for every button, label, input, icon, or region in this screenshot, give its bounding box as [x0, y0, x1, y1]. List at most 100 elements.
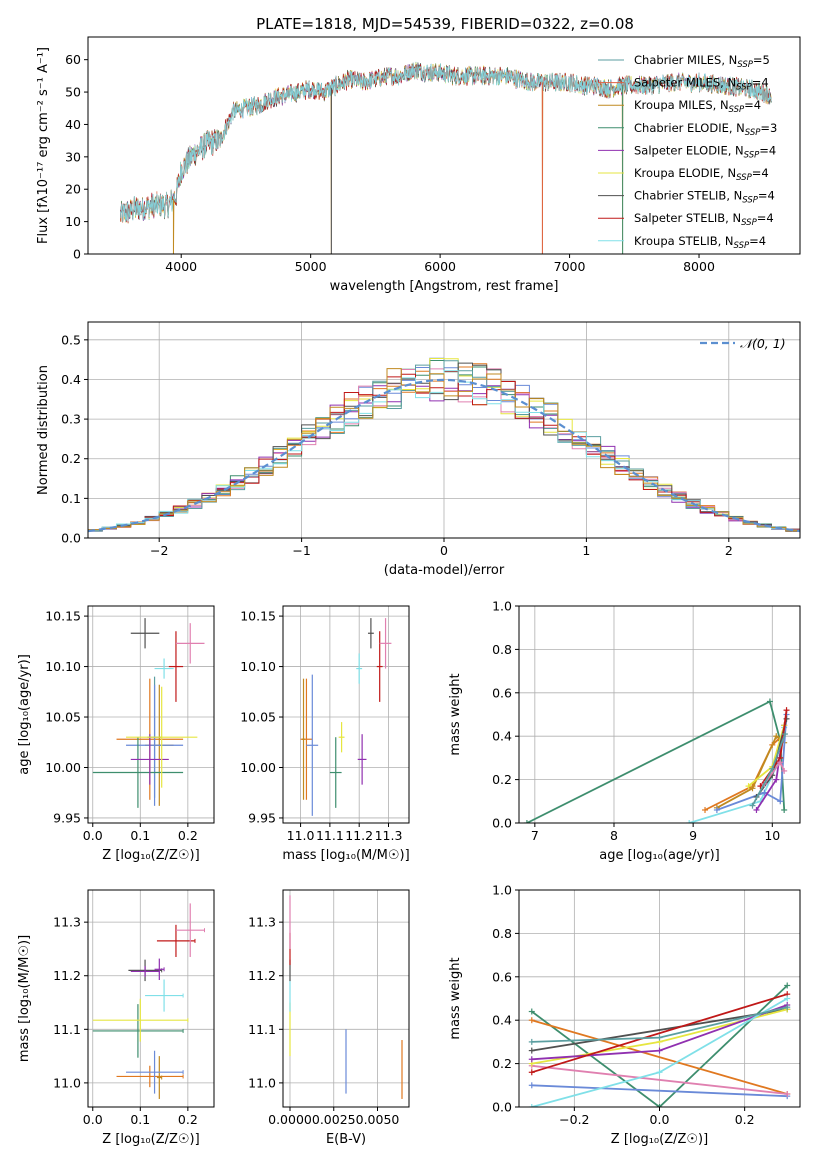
- x-tick-label: 0.0: [83, 1112, 103, 1127]
- y-tick-label: 30: [65, 149, 81, 164]
- histogram-series: [88, 360, 800, 533]
- weight-marker: [784, 1090, 791, 1097]
- data-point: [145, 979, 184, 1012]
- x-tick-label: 0: [440, 543, 448, 558]
- figure-title: PLATE=1818, MJD=54539, FIBERID=0322, z=0…: [256, 15, 634, 33]
- data-point: [306, 674, 319, 816]
- y-tick-label: 11.0: [53, 1075, 81, 1090]
- x-axis-label: wavelength [Angstrom, rest frame]: [330, 279, 559, 294]
- plot-area: [92, 903, 205, 1099]
- x-tick-label: 0.0025: [312, 1112, 356, 1127]
- y-tick-label: 10: [65, 214, 81, 229]
- plot-area: [88, 357, 800, 534]
- x-tick-label: 8000: [683, 259, 715, 274]
- legend-entry: Salpeter ELODIE, NSSP=4: [634, 143, 776, 160]
- legend-entry: Kroupa MILES, NSSP=4: [634, 98, 761, 115]
- y-tick-label: 0.5: [61, 332, 81, 347]
- data-point: [302, 678, 305, 800]
- y-tick-label: 11.2: [248, 968, 276, 983]
- spectrum-series-line: [120, 62, 772, 223]
- data-point: [154, 658, 174, 679]
- weight-marker: [784, 995, 791, 1002]
- y-tick-label: 10.05: [45, 710, 81, 725]
- x-axis-label: age [log₁₀(age/yr)]: [599, 848, 720, 863]
- weight-marker: [528, 1056, 535, 1063]
- x-tick-label: 0.0: [650, 1112, 670, 1127]
- weight-marker: [749, 802, 756, 809]
- weight-marker: [761, 789, 768, 796]
- y-tick-label: 0.4: [492, 1013, 512, 1028]
- y-tick-label: 10.10: [45, 659, 81, 674]
- x-tick-label: 0.2: [735, 1112, 755, 1127]
- x-axis-label: Z [log₁₀(Z/Z☉)]: [611, 1132, 708, 1147]
- y-tick-label: 10.10: [240, 659, 276, 674]
- weight-marker: [528, 1069, 535, 1076]
- y-tick-label: 11.2: [53, 968, 81, 983]
- weight-marker: [784, 982, 791, 989]
- weight-series-line: [716, 714, 788, 811]
- legend-entry: Kroupa STELIB, NSSP=4: [634, 234, 766, 251]
- y-tick-label: 0.3: [61, 412, 81, 427]
- data-point: [116, 1065, 184, 1088]
- weight-series-line: [531, 1019, 788, 1095]
- axes-frame: [87, 889, 215, 1108]
- weight-vs-age-panel: 7 8 9 10 0.0 0.2 0.4 0.6 0.8 1.0 age [log₁₀(age/yr…: [448, 599, 801, 863]
- x-tick-label: 11.2: [345, 828, 373, 843]
- y-tick-label: 0.4: [61, 372, 81, 387]
- plot-area: [120, 61, 772, 254]
- x-tick-label: 11.3: [375, 828, 403, 843]
- y-axis-label: mass weight: [448, 673, 463, 755]
- data-point: [92, 998, 189, 1042]
- age-vs-metallicity-panel: 0.0 0.1 0.2 9.95 10.00 10.05 10.10 10.15 Z [log₁…: [17, 605, 215, 863]
- weight-series-line: [531, 993, 788, 1074]
- y-tick-label: 10.15: [240, 609, 276, 624]
- x-tick-label: 7000: [554, 259, 586, 274]
- x-tick-label: 4000: [165, 259, 197, 274]
- data-point: [156, 1056, 163, 1099]
- data-point: [338, 722, 345, 753]
- y-tick-label: 0.0: [61, 531, 81, 546]
- plot-area: [528, 982, 791, 1107]
- data-point: [126, 684, 184, 806]
- y-tick-label: 20: [65, 182, 81, 197]
- weight-marker: [753, 806, 760, 813]
- y-tick-label: 0.2: [492, 1056, 512, 1071]
- x-axis-label: (data-model)/error: [384, 563, 505, 578]
- x-tick-label: 8: [610, 828, 618, 843]
- x-axis-label: Z [log₁₀(Z/Z☉)]: [102, 848, 199, 863]
- data-point: [329, 737, 342, 808]
- weight-marker: [781, 731, 788, 738]
- y-tick-label: 10.15: [45, 609, 81, 624]
- x-tick-label: 1: [582, 543, 590, 558]
- y-tick-label: 11.1: [53, 1022, 81, 1037]
- weight-series-line: [531, 1008, 788, 1052]
- y-tick-label: 10.00: [240, 760, 276, 775]
- data-point: [130, 618, 160, 649]
- y-tick-label: 50: [65, 85, 81, 100]
- weight-marker: [528, 1047, 535, 1054]
- normal-reference-curve: [88, 378, 800, 533]
- y-axis-label: Normed distribution: [36, 365, 51, 495]
- x-axis-label: E(B-V): [326, 1132, 366, 1147]
- y-tick-label: 10.00: [45, 760, 81, 775]
- spectrum-panel: 4000 5000 6000 7000 8000 0 10 20 30 40 50 60 wavelen…: [36, 36, 801, 294]
- weight-marker: [528, 1038, 535, 1045]
- age-vs-mass-panel: 11.0 11.1 11.2 11.3 9.95 10.00 10.05 10.10 10.15…: [240, 605, 410, 863]
- axes-frame: [518, 605, 801, 824]
- x-tick-label: 2: [725, 543, 733, 558]
- x-axis-label: Z [log₁₀(Z/Z☉)]: [102, 1132, 199, 1147]
- residual-histogram-panel: −2 −1 0 1 2 0.0 0.1 0.2 0.3 0.4 0.5 (data-model)/er…: [36, 321, 801, 578]
- y-tick-label: 11.3: [53, 915, 81, 930]
- x-axis-label: mass [log₁₀(M/M☉)]: [282, 848, 409, 863]
- plot-area: [289, 895, 403, 1099]
- legend-entry: Salpeter MILES, NSSP=4: [634, 76, 769, 93]
- y-tick-label: 0.6: [492, 969, 512, 984]
- y-tick-label: 0.8: [492, 926, 512, 941]
- mass-vs-extinction-panel: 0.0000 0.0025 0.0050 11.0 11.1 11.2 11.3 E(B-V): [248, 889, 410, 1147]
- y-tick-label: 1.0: [492, 883, 512, 898]
- y-axis-label: age [log₁₀(age/yr)]: [17, 654, 32, 775]
- weight-series-line: [531, 1084, 788, 1098]
- data-point: [126, 1050, 184, 1094]
- data-point: [367, 618, 374, 649]
